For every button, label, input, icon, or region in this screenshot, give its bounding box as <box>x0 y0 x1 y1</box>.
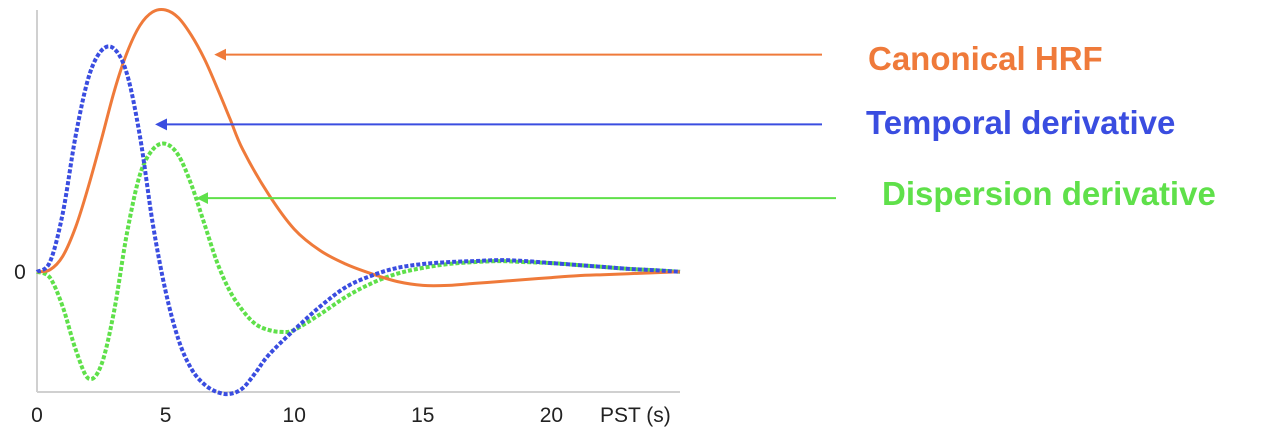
x-tick-labels: 0 5 10 15 20 <box>31 404 563 427</box>
canonical-hrf-legend-label: Canonical HRF <box>868 40 1103 77</box>
y-tick-label: 0 <box>14 261 26 284</box>
dispersion-derivative-legend-label: Dispersion derivative <box>882 175 1216 212</box>
legend: Canonical HRF Temporal derivative Dispersi… <box>155 40 1216 212</box>
x-tick-label: 10 <box>283 404 306 427</box>
x-tick-label: 5 <box>160 404 172 427</box>
x-tick-label: 0 <box>31 404 43 427</box>
x-axis-label: PST (s) <box>600 404 671 427</box>
dispersion-derivative-line <box>36 141 681 382</box>
canonical-hrf-line <box>36 8 681 288</box>
x-tick-label: 20 <box>540 404 563 427</box>
temporal-derivative-legend-label: Temporal derivative <box>866 104 1175 141</box>
x-tick-label: 15 <box>411 404 434 427</box>
temporal-derivative-line <box>35 44 681 397</box>
series-layer <box>35 8 681 397</box>
y-tick-labels: 0 <box>14 261 26 284</box>
